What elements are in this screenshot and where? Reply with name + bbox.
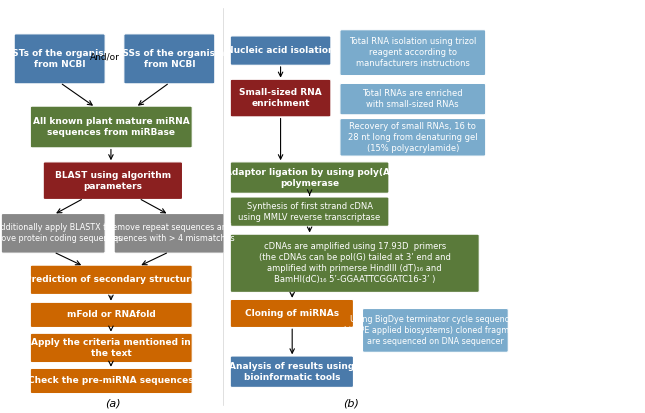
- Text: mFold or RNAfold: mFold or RNAfold: [67, 311, 155, 319]
- FancyBboxPatch shape: [114, 214, 224, 253]
- Text: cDNAs are amplified using 17.93D  primers
(the cDNAs can be pol(G) tailed at 3’ : cDNAs are amplified using 17.93D primers…: [259, 242, 451, 285]
- Text: Using BigDye terminator cycle sequencing
kit (PE applied biosystems) cloned frag: Using BigDye terminator cycle sequencing…: [344, 315, 526, 346]
- Text: Adaptor ligation by using poly(A)
polymerase: Adaptor ligation by using poly(A) polyme…: [225, 168, 394, 188]
- FancyBboxPatch shape: [362, 309, 508, 352]
- Text: Check the pre-miRNA sequences: Check the pre-miRNA sequences: [28, 377, 194, 385]
- FancyBboxPatch shape: [124, 34, 215, 84]
- FancyBboxPatch shape: [30, 368, 192, 394]
- Text: Analysis of results using
bioinformatic tools: Analysis of results using bioinformatic …: [229, 362, 355, 382]
- Text: All known plant mature miRNA
sequences from miRBase: All known plant mature miRNA sequences f…: [33, 117, 190, 137]
- FancyBboxPatch shape: [30, 106, 192, 148]
- FancyBboxPatch shape: [340, 30, 486, 76]
- Text: Nucleic acid isolation: Nucleic acid isolation: [226, 46, 335, 55]
- FancyBboxPatch shape: [230, 234, 479, 292]
- Text: Small-sized RNA
enrichment: Small-sized RNA enrichment: [239, 88, 322, 108]
- FancyBboxPatch shape: [230, 36, 331, 65]
- Text: Prediction of secondary structure: Prediction of secondary structure: [25, 275, 197, 284]
- Text: Remove repeat sequences and
sequences with > 4 mismatches: Remove repeat sequences and sequences wi…: [104, 223, 235, 243]
- Text: Apply the criteria mentioned in
the text: Apply the criteria mentioned in the text: [32, 338, 191, 358]
- Text: Cloning of miRNAs: Cloning of miRNAs: [245, 309, 339, 318]
- Text: (a): (a): [105, 399, 121, 409]
- Text: ESTs of the organism
from NCBI: ESTs of the organism from NCBI: [6, 49, 113, 69]
- FancyBboxPatch shape: [1, 214, 105, 253]
- Text: Recovery of small RNAs, 16 to
28 nt long from denaturing gel
(15% polyacrylamide: Recovery of small RNAs, 16 to 28 nt long…: [348, 122, 477, 153]
- FancyBboxPatch shape: [30, 333, 192, 363]
- Text: Total RNA isolation using trizol
reagent according to
manufacturers instructions: Total RNA isolation using trizol reagent…: [349, 37, 477, 68]
- Text: (b): (b): [344, 399, 359, 409]
- FancyBboxPatch shape: [230, 299, 353, 328]
- Text: GSSs of the organism
from NCBI: GSSs of the organism from NCBI: [115, 49, 224, 69]
- FancyBboxPatch shape: [230, 356, 353, 387]
- Text: Total RNAs are enriched
with small-sized RNAs: Total RNAs are enriched with small-sized…: [362, 89, 463, 109]
- Text: Synthesis of first strand cDNA
using MMLV reverse transcriptase: Synthesis of first strand cDNA using MML…: [239, 202, 381, 222]
- FancyBboxPatch shape: [340, 119, 486, 156]
- Text: BLAST using algorithm
parameters: BLAST using algorithm parameters: [55, 171, 171, 191]
- FancyBboxPatch shape: [230, 162, 389, 193]
- FancyBboxPatch shape: [14, 34, 105, 84]
- FancyBboxPatch shape: [30, 302, 192, 328]
- FancyBboxPatch shape: [230, 79, 331, 117]
- FancyBboxPatch shape: [30, 265, 192, 294]
- FancyBboxPatch shape: [43, 162, 183, 199]
- FancyBboxPatch shape: [230, 197, 389, 226]
- Text: Additionally apply BLASTX to
remove protein coding sequences: Additionally apply BLASTX to remove prot…: [0, 223, 122, 243]
- Text: And/or: And/or: [90, 52, 120, 62]
- FancyBboxPatch shape: [340, 83, 486, 115]
